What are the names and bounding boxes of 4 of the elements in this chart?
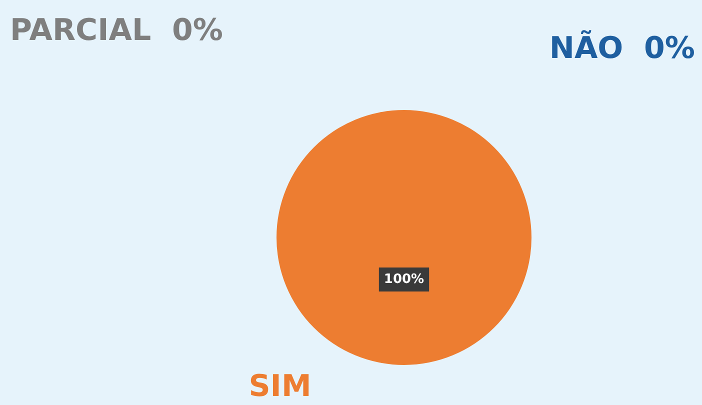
category-label: NÃO 0%: [549, 30, 695, 66]
slice-label: SIM: [248, 368, 312, 404]
category-label: PARCIAL 0%: [10, 12, 223, 48]
data-label: 100%: [384, 272, 424, 287]
